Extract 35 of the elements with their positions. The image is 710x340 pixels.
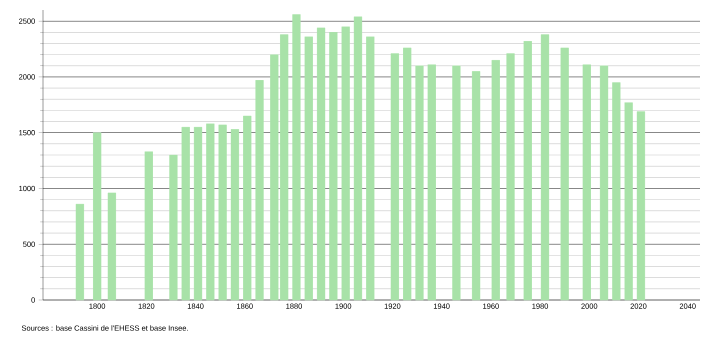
bar [169, 154, 178, 300]
bar [540, 34, 550, 300]
bar [415, 66, 424, 300]
bar [144, 151, 153, 300]
bar [218, 124, 227, 300]
bar [472, 71, 480, 300]
bar [93, 132, 102, 300]
bar [108, 192, 116, 300]
bar [316, 28, 326, 300]
bar [492, 60, 500, 300]
bar [304, 36, 313, 300]
bar [194, 126, 202, 300]
bar [560, 48, 569, 300]
bar [342, 26, 350, 300]
bar [612, 82, 620, 300]
bar [243, 116, 252, 300]
bar [366, 36, 374, 300]
bar [506, 53, 515, 300]
bar [329, 32, 338, 300]
bar [354, 16, 362, 300]
bar [624, 102, 633, 300]
bar [255, 80, 264, 300]
bar [452, 66, 461, 300]
bar [292, 14, 301, 300]
bar [582, 64, 591, 300]
bar [390, 53, 400, 300]
bar [600, 66, 608, 300]
bar [428, 64, 436, 300]
bar [403, 48, 412, 300]
bar [230, 129, 240, 300]
bar [76, 204, 84, 300]
bar [636, 111, 646, 300]
bar [182, 126, 190, 300]
bar [206, 124, 214, 300]
bar [524, 41, 532, 300]
